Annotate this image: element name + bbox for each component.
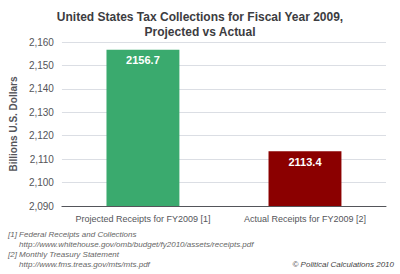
svg-text:2,120: 2,120 [29,130,54,141]
svg-text:2,130: 2,130 [29,107,54,118]
svg-text:Billions U.S. Dollars: Billions U.S. Dollars [8,76,19,171]
svg-text:2113.4: 2113.4 [288,156,322,168]
svg-text:United States Tax Collections: United States Tax Collections for Fiscal… [57,10,343,24]
svg-text:2,140: 2,140 [29,83,54,94]
svg-text:2,110: 2,110 [30,154,55,165]
svg-text:Projected vs Actual: Projected vs Actual [145,25,256,39]
svg-text:Projected Receipts for FY2009: Projected Receipts for FY2009 [1] [75,214,210,224]
svg-text:2,160: 2,160 [29,37,54,48]
svg-text:http://www.whitehouse.gov/omb/: http://www.whitehouse.gov/omb/budget/fy2… [8,240,254,249]
svg-text:© Political Calculations 2010: © Political Calculations 2010 [292,260,394,269]
svg-text:Actual Receipts for FY2009 [2]: Actual Receipts for FY2009 [2] [244,214,366,224]
svg-text:2156.7: 2156.7 [126,54,160,66]
svg-text:http://www.fms.treas.gov/mts/m: http://www.fms.treas.gov/mts/mts.pdf [8,260,151,269]
svg-text:[2] Monthly Treasury Statement: [2] Monthly Treasury Statement [7,250,120,259]
svg-text:2,090: 2,090 [29,201,54,212]
svg-text:[1] Federal Receipts and Colle: [1] Federal Receipts and Collections [7,230,137,239]
svg-text:2,100: 2,100 [29,177,54,188]
svg-text:2,150: 2,150 [29,60,54,71]
